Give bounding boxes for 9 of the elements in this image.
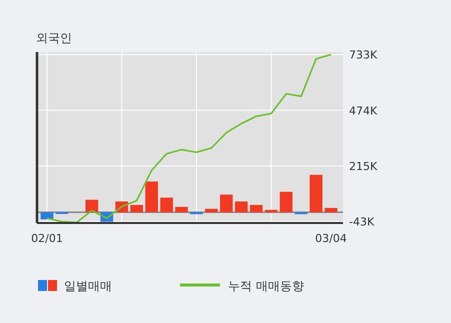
legend-label: 누적 매매동향 [228,279,304,293]
x-tick-label: 02/01 [31,232,63,245]
y-tick-label: 215K [349,160,378,173]
y-tick-label: -43K [349,215,375,228]
y-tick-label: 474K [349,104,378,118]
x-tick-label: 03/04 [315,232,347,245]
legend-label: 일별매매 [64,279,112,293]
y-tick-label: 733K [349,48,378,62]
chart-title: 외국인 [36,31,72,45]
